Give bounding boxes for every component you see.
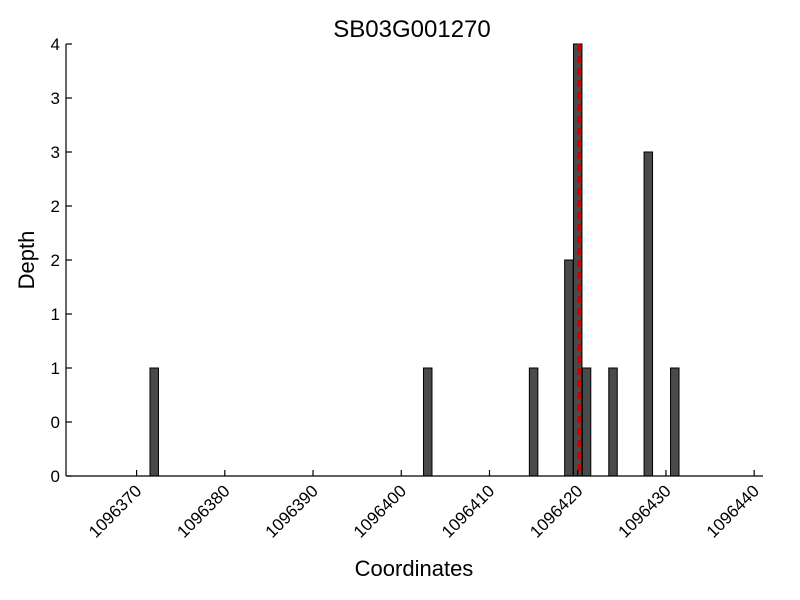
y-axis-label: Depth [14, 231, 39, 290]
x-tick-label-4: 1096410 [438, 481, 498, 541]
y-tick-label-2: 1 [51, 359, 60, 378]
x-axis-label: Coordinates [355, 556, 474, 581]
x-ticks-group: 1096370 1096380 1096390 1096400 1096410 10964… [85, 470, 763, 542]
bar-0-7 [643, 151, 654, 477]
x-tick-label-3: 1096400 [350, 481, 410, 541]
bar-0-8 [670, 367, 680, 477]
x-tick-label-5: 1096420 [526, 481, 586, 541]
y-tick-label-8: 4 [51, 35, 60, 54]
bar-0-2 [528, 367, 539, 477]
y-tick-label-1: 0 [51, 413, 60, 432]
bar-0-0 [149, 367, 159, 477]
x-tick-label-7: 1096440 [703, 481, 763, 541]
y-tick-label-5: 2 [51, 197, 60, 216]
y-tick-label-7: 3 [51, 89, 60, 108]
bar-0-1 [422, 367, 433, 477]
bar-0-6 [608, 367, 618, 477]
y-tick-label-3: 1 [51, 305, 60, 324]
y-tick-label-0: 0 [51, 467, 60, 486]
bar-0-3 [564, 259, 574, 477]
bars-group [149, 43, 680, 477]
y-ticks-group: 0 0 1 1 2 2 3 3 4 [51, 35, 72, 486]
x-tick-label-2: 1096390 [262, 481, 322, 541]
y-tick-label-6: 3 [51, 143, 60, 162]
x-tick-label-0: 1096370 [85, 481, 145, 541]
chart-title: SB03G001270 [333, 16, 490, 43]
bar-0-5 [581, 367, 592, 477]
x-tick-label-6: 1096430 [615, 481, 675, 541]
x-tick-label-1: 1096380 [173, 481, 233, 541]
y-tick-label-4: 2 [51, 251, 60, 270]
